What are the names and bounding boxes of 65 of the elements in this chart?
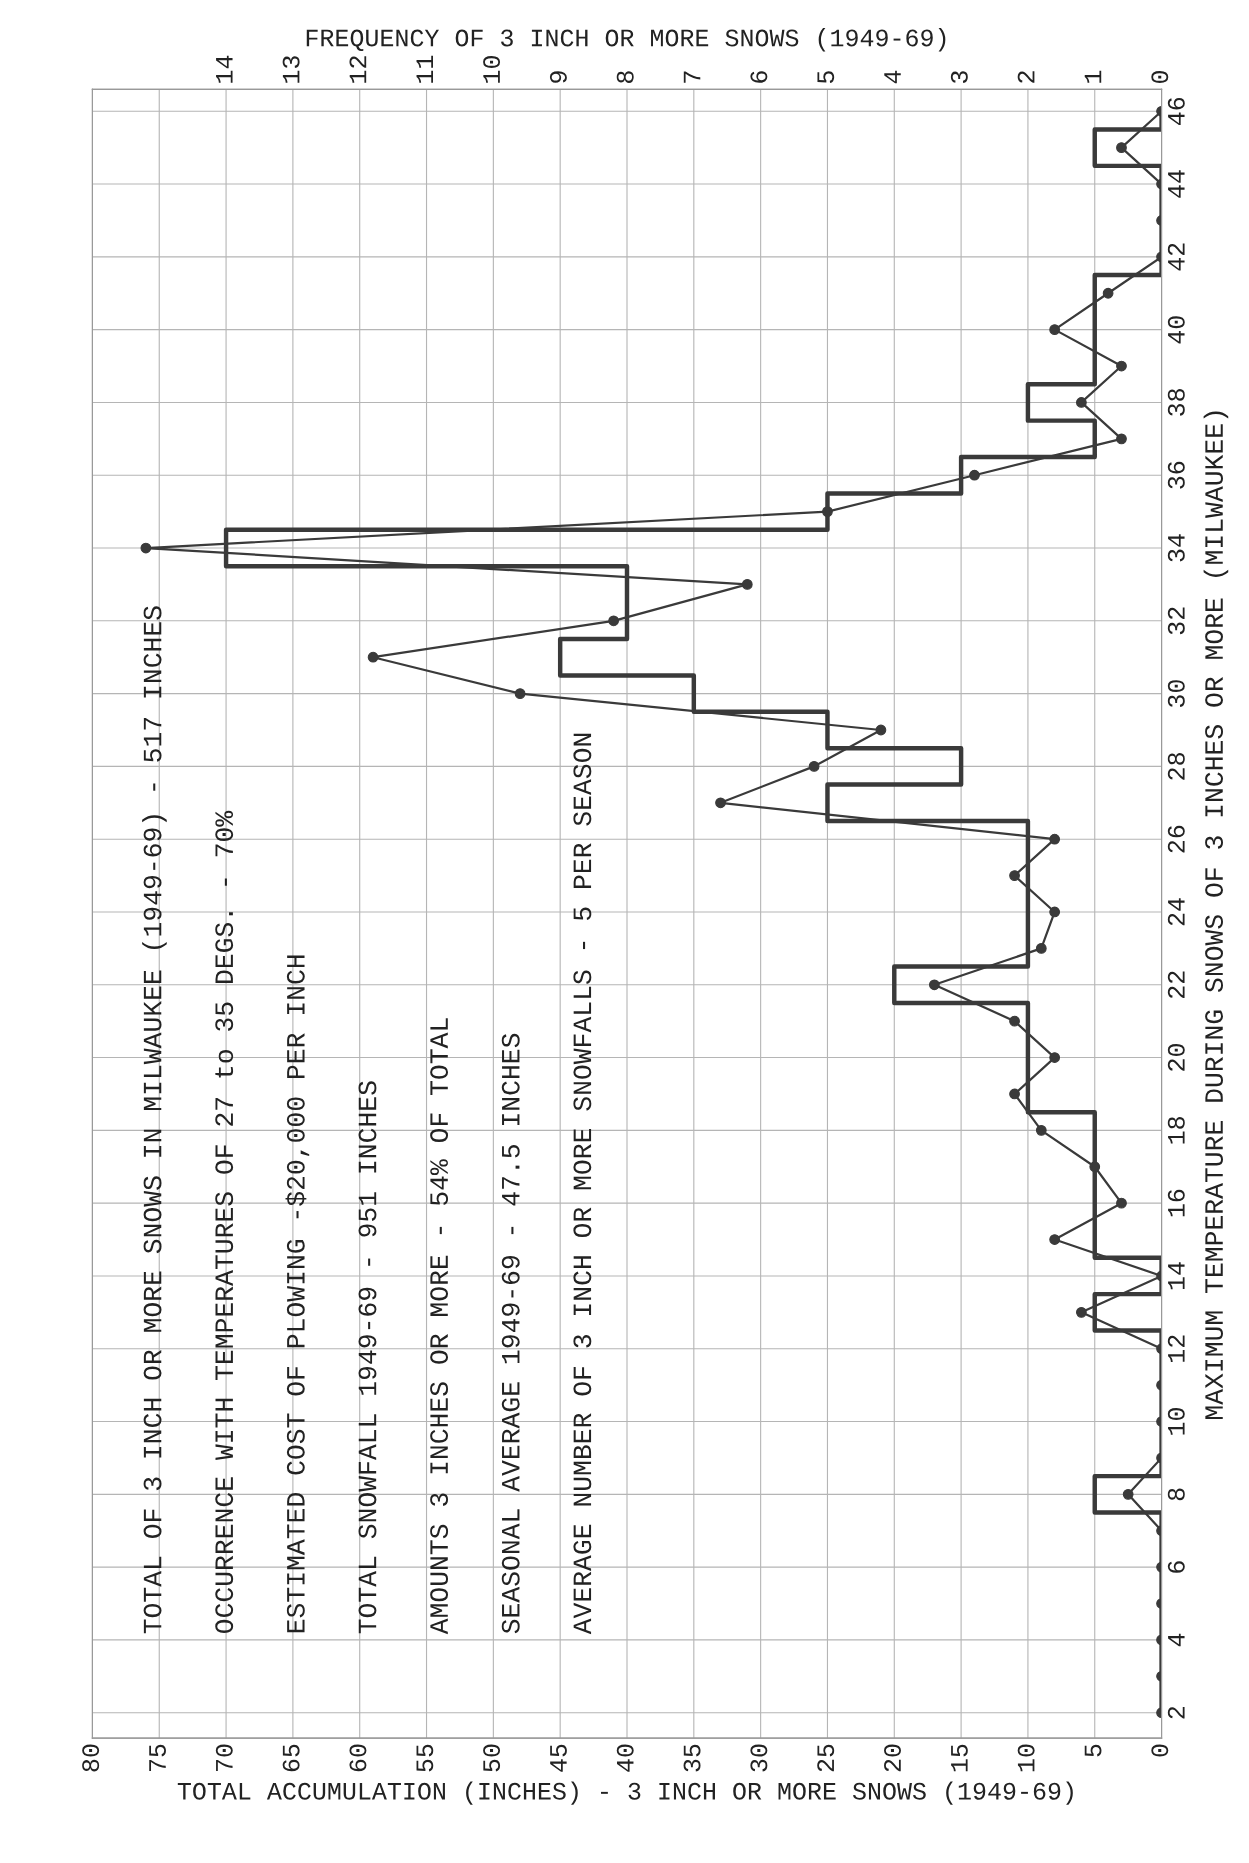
y-tick-label: 42	[1167, 243, 1185, 271]
x-tick-label: 80	[82, 1744, 100, 1772]
x2-tick-label: 2	[1017, 71, 1035, 83]
x2-tick-label: 4	[884, 70, 901, 84]
x-tick-label: 70	[215, 1744, 233, 1772]
x-tick-label: 30	[750, 1744, 768, 1772]
x2-tick-label: 9	[549, 71, 567, 83]
y-tick-label: 4	[1168, 1633, 1185, 1647]
y-tick-label: 20	[1167, 1044, 1185, 1071]
y-tick-label: 32	[1167, 607, 1185, 635]
x2-tick-label: 1	[1084, 70, 1102, 83]
y-tick-label: 34	[1167, 534, 1185, 562]
annotation: AMOUNTS 3 INCHES OR MORE - 54% OF TOTAL	[430, 1018, 449, 1635]
annotation: TOTAL SNOWFALL 1949-69 - 951 INCHES	[358, 1081, 377, 1634]
x2-tick-label: 14	[216, 55, 233, 83]
annotation: AVERAGE NUMBER OF 3 INCH OR MORE SNOWFALLS - 5 PER SEASON	[573, 733, 592, 1635]
x2-tick-label: 7	[683, 71, 701, 83]
x-tick-label: 20	[884, 1744, 901, 1772]
y-tick-label: 18	[1167, 1117, 1185, 1144]
y-tick-label: 40	[1167, 316, 1185, 344]
y-tick-label: 8	[1167, 1488, 1185, 1501]
x2-tick-label: 3	[950, 71, 968, 83]
x-tick-label: 50	[483, 1744, 501, 1772]
x2-tick-label: 10	[483, 56, 501, 83]
x2-tick-label: 6	[750, 71, 768, 83]
y-tick-label: 22	[1167, 971, 1185, 999]
x-axis-title: TOTAL ACCUMULATION (INCHES) - 3 INCH OR MORE SNOWS (1949-69)	[177, 1781, 1073, 1805]
x2-tick-label: 0	[1151, 71, 1169, 84]
x-tick-label: 10	[1017, 1744, 1035, 1772]
y-tick-label: 12	[1167, 1335, 1185, 1362]
x-tick-label: 5	[1084, 1744, 1102, 1757]
annotation: TOTAL OF 3 INCH OR MORE SNOWS IN MILWAUKEE (1949-69) - 517 INCHES	[142, 606, 167, 1634]
y-tick-label: 2	[1167, 1706, 1185, 1719]
x-tick-label: 75	[149, 1744, 166, 1772]
annotation: ESTIMATED COST OF PLOWING -$20,000 PER INCH	[285, 955, 310, 1633]
y-tick-label: 6	[1167, 1561, 1185, 1573]
x-tick-label: 25	[817, 1744, 835, 1772]
x-tick-label: 15	[951, 1744, 968, 1772]
y-tick-label: 38	[1167, 389, 1185, 416]
x-tick-label: 35	[683, 1744, 701, 1772]
x-tick-label: 0	[1151, 1744, 1169, 1757]
x-tick-label: 65	[282, 1744, 300, 1772]
x-tick-label: 60	[349, 1744, 367, 1772]
y-tick-label: 10	[1167, 1408, 1185, 1435]
x2-tick-label: 5	[817, 71, 835, 83]
x2-tick-label: 11	[416, 55, 433, 83]
y-tick-label: 46	[1167, 97, 1185, 126]
annotation: SEASONAL AVERAGE 1949-69 - 47.5 INCHES	[501, 1033, 520, 1634]
x-tick-label: 40	[616, 1744, 634, 1772]
y-tick-label: 36	[1167, 461, 1185, 489]
y-tick-label: 16	[1167, 1189, 1185, 1217]
y-tick-label: 44	[1168, 170, 1185, 198]
x2-tick-label: 8	[616, 71, 634, 83]
x2-tick-label: 12	[349, 56, 367, 83]
x2-axis-title: FREQUENCY OF 3 INCH OR MORE SNOWS (1949-69)	[306, 28, 946, 52]
y-tick-label: 14	[1168, 1262, 1185, 1290]
y-axis-title: MAXIMUM TEMPERATURE DURING SNOWS OF 3 INCHES OR MORE (MILWAUKEE)	[1203, 411, 1229, 1419]
x-tick-label: 45	[550, 1744, 567, 1772]
annotation: OCCURRENCE WITH TEMPERATURES OF 27 to 35 DEGS. - 70%	[215, 810, 234, 1633]
y-tick-label: 26	[1167, 825, 1185, 853]
y-tick-label: 30	[1167, 680, 1185, 708]
y-tick-label: 24	[1167, 898, 1185, 926]
y-tick-label: 28	[1167, 753, 1185, 780]
x-tick-label: 55	[416, 1744, 434, 1772]
x2-tick-label: 13	[282, 56, 300, 83]
